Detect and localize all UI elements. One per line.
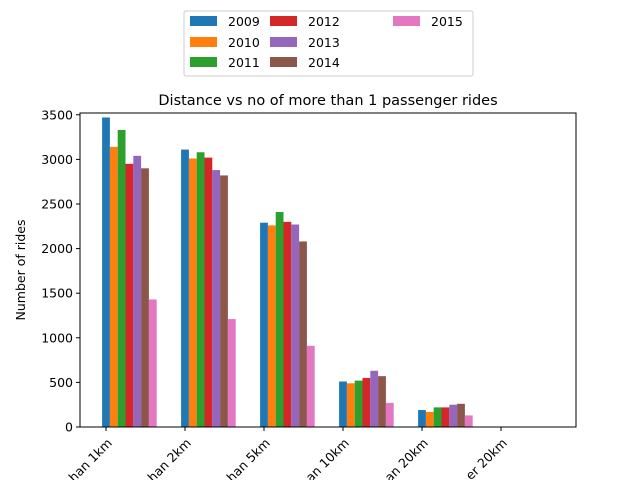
bar-2012-2 bbox=[204, 157, 213, 427]
bar-2009-1 bbox=[102, 117, 110, 428]
bar-2014-5 bbox=[457, 403, 465, 427]
legend-label-2011: 2011 bbox=[228, 55, 260, 70]
bar-2015-4 bbox=[385, 402, 394, 427]
legend-swatch-2014 bbox=[270, 57, 297, 67]
x-tick-label: ...han 1km bbox=[57, 435, 115, 480]
bar-2010-5 bbox=[425, 411, 434, 427]
legend-label-2012: 2012 bbox=[308, 14, 340, 29]
legend-swatch-2013 bbox=[270, 37, 297, 47]
legend-swatch-2010 bbox=[190, 37, 217, 47]
y-tick-label: 2500 bbox=[41, 196, 73, 211]
legend-swatch-2009 bbox=[190, 16, 217, 26]
y-tick-label: 3000 bbox=[41, 152, 73, 167]
bar-2011-5 bbox=[433, 407, 442, 428]
bar-2012-1 bbox=[125, 163, 134, 427]
x-tick-label: ...han 5km bbox=[215, 435, 273, 480]
bar-2009-5 bbox=[418, 410, 426, 427]
bar-2009-3 bbox=[260, 222, 268, 427]
legend-label-2013: 2013 bbox=[308, 35, 340, 50]
y-tick-label: 3500 bbox=[41, 107, 73, 122]
legend-label-2015: 2015 bbox=[431, 14, 463, 29]
bar-2012-4 bbox=[362, 377, 371, 427]
y-tick-label: 1500 bbox=[41, 286, 73, 301]
bar-2014-4 bbox=[378, 376, 386, 427]
legend-label-2009: 2009 bbox=[228, 14, 260, 29]
bars bbox=[102, 117, 473, 428]
legend: 2009 2010 2011 2012 2013 2014 2015 bbox=[183, 10, 474, 77]
bar-2015-1 bbox=[148, 299, 157, 427]
x-tick-label: ...an 20km bbox=[373, 435, 431, 480]
bar-2015-3 bbox=[306, 345, 315, 427]
bar-2013-1 bbox=[133, 155, 142, 427]
bar-2011-3 bbox=[275, 212, 284, 427]
bar-2010-1 bbox=[109, 146, 118, 427]
bar-2009-2 bbox=[181, 149, 189, 427]
bar-2014-3 bbox=[299, 241, 307, 427]
bar-2010-2 bbox=[188, 158, 197, 428]
y-tick-label: 500 bbox=[49, 375, 73, 390]
bar-2009-4 bbox=[339, 381, 347, 427]
x-tick-label: ...er 20km bbox=[454, 435, 510, 480]
bar-2013-3 bbox=[291, 224, 300, 427]
bar-2013-2 bbox=[212, 170, 221, 427]
bar-2012-3 bbox=[283, 221, 292, 427]
bar-2011-4 bbox=[354, 380, 363, 427]
bar-2014-2 bbox=[220, 175, 228, 427]
bar-2013-4 bbox=[370, 370, 379, 427]
bar-2013-5 bbox=[449, 404, 458, 427]
y-tick-label: 0 bbox=[65, 420, 73, 435]
bar-2010-4 bbox=[346, 383, 355, 427]
y-tick-label: 1000 bbox=[41, 330, 73, 345]
x-tick-label: ...an 10km bbox=[294, 435, 352, 480]
legend-label-2010: 2010 bbox=[228, 35, 260, 50]
bar-2014-1 bbox=[141, 168, 149, 427]
legend-box bbox=[183, 10, 474, 77]
plot-frame bbox=[79, 112, 577, 428]
bar-2012-5 bbox=[441, 407, 450, 428]
bar-2010-3 bbox=[267, 225, 276, 427]
legend-label-2014: 2014 bbox=[308, 55, 340, 70]
legend-swatch-2012 bbox=[270, 16, 297, 26]
bar-2015-5 bbox=[464, 415, 473, 427]
y-axis-label: Number of rides bbox=[13, 220, 28, 321]
x-tick-label: ...han 2km bbox=[136, 435, 194, 480]
legend-swatch-2015 bbox=[393, 16, 420, 26]
bar-2011-2 bbox=[196, 152, 205, 427]
x-axis: ...han 1km ...han 2km ...han 5km ...an 10km… bbox=[57, 427, 510, 480]
y-axis: 0 500 1000 1500 2000 2500 3000 3500 bbox=[41, 107, 80, 435]
chart-title: Distance vs no of more than 1 passenger … bbox=[158, 93, 497, 109]
y-tick-label: 2000 bbox=[41, 241, 73, 256]
legend-swatch-2011 bbox=[190, 57, 217, 67]
bar-2015-2 bbox=[227, 319, 236, 427]
bar-2011-1 bbox=[117, 129, 126, 427]
